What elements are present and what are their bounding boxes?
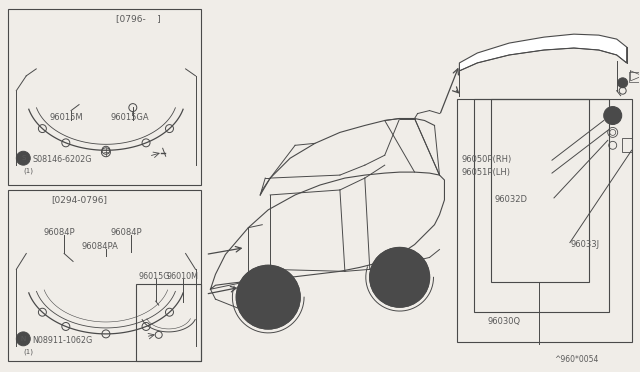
Circle shape [236,265,300,329]
Circle shape [604,107,621,125]
Text: S08146-6202G: S08146-6202G [32,155,92,164]
Circle shape [618,78,628,88]
Text: (1): (1) [23,349,33,355]
Text: 96050P(RH): 96050P(RH) [461,155,511,164]
Text: 96084PA: 96084PA [81,241,118,251]
Text: 96030Q: 96030Q [487,317,520,326]
Text: 96015G: 96015G [139,272,170,281]
Text: N08911-1062G: N08911-1062G [32,336,93,345]
Bar [492,99,589,282]
Text: 96084P: 96084P [111,228,143,237]
Bar [458,99,632,342]
Bar [136,284,200,361]
Text: 96015M: 96015M [49,113,83,122]
Text: ^960*0054: ^960*0054 [554,355,598,364]
Text: [0796-    ]: [0796- ] [116,14,161,23]
Text: 96015GA: 96015GA [111,113,150,122]
Bar [474,99,609,312]
Bar [8,9,200,185]
Circle shape [17,151,30,165]
Text: 96051P(LH): 96051P(LH) [461,168,510,177]
Text: S: S [21,155,26,161]
Circle shape [17,332,30,346]
Text: 96010M: 96010M [166,272,198,281]
Text: 96032D: 96032D [494,195,527,204]
Bar [628,72,640,82]
Text: N: N [20,336,26,342]
Text: 96084P: 96084P [44,228,75,237]
Polygon shape [460,34,627,71]
Bar [8,190,200,361]
Text: (1): (1) [23,167,33,174]
Bar [621,138,632,152]
Text: [0294-0796]: [0294-0796] [51,195,107,204]
Text: 96033J: 96033J [571,240,600,248]
Circle shape [370,247,429,307]
